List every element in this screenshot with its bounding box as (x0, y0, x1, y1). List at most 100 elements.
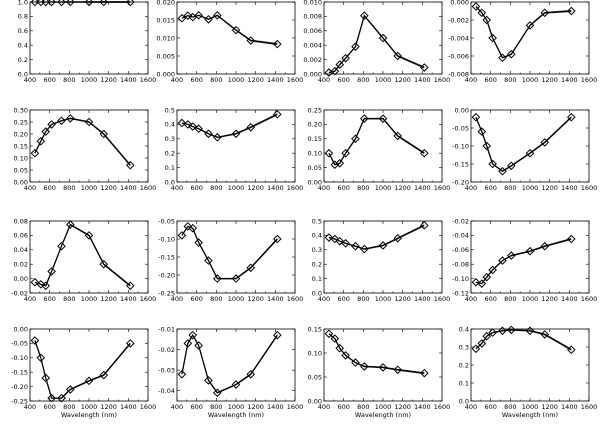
data-point-marker (498, 166, 507, 176)
y-tick-label: -0.008 (448, 70, 469, 78)
y-tick-label: -0.002 (448, 16, 469, 24)
y-tick-label: -0.05 (452, 124, 469, 132)
x-tick-label: 400 (318, 184, 330, 192)
data-point-marker (47, 267, 56, 276)
panel-1: 400 600 800 1000 1200 1400 1600 0.0 0.2 0.4 0.6 0.8… (18, 0, 156, 84)
data-point-marker (335, 343, 345, 353)
y-tick-label: 0.15 (308, 135, 322, 143)
x-tick-label: 1600 (581, 184, 598, 192)
x-tick-label: 1600 (434, 295, 451, 303)
data-point-marker (393, 131, 403, 141)
y-tick-label: -0.004 (448, 34, 469, 42)
data-point-marker (393, 51, 403, 61)
x-tick-label: 1400 (561, 403, 578, 411)
data-point-marker (341, 148, 350, 158)
y-tick-label: 0.6 (18, 27, 28, 35)
x-tick-label: 1400 (414, 76, 431, 84)
y-tick-label: 0.00 (308, 178, 322, 186)
data-point-marker (99, 370, 109, 380)
x-tick-label: 1400 (414, 184, 431, 192)
data-point-marker (84, 117, 94, 127)
series-line (475, 329, 572, 351)
y-tick-label: 0.006 (303, 27, 322, 35)
y-tick-label: 0.2 (165, 150, 175, 158)
data-point-marker (213, 274, 222, 283)
data-point-marker (360, 11, 369, 20)
data-point-marker (335, 236, 345, 246)
series-line (181, 113, 278, 139)
data-point-marker (341, 239, 350, 248)
y-tick-label: 0.08 (14, 217, 28, 225)
x-tick-label: 800 (357, 403, 369, 411)
y-tick-label: 0.010 (303, 0, 322, 6)
y-tick-label: 0.30 (14, 106, 28, 114)
data-point-marker (30, 148, 40, 158)
data-point-marker (231, 380, 241, 389)
y-tick-label: 0.25 (14, 118, 28, 126)
panel-4: 400 600 800 1000 1200 1400 1600 -0.008 -0.006 -0.… (448, 0, 597, 84)
y-tick-label: -0.02 (158, 346, 175, 354)
data-point-marker (341, 53, 350, 63)
y-tick-label: -0.06 (452, 246, 469, 254)
x-tick-label: 400 (465, 76, 477, 84)
data-point-marker (351, 134, 360, 144)
y-tick-label: 0.8 (18, 13, 28, 21)
y-tick-label: 0.5 (165, 106, 175, 114)
data-point-marker (41, 281, 51, 291)
data-point-marker (66, 114, 75, 123)
data-point-marker (204, 129, 213, 139)
panel-6: 400 600 800 1000 1200 1400 1600 0.0 0.1 0.2 0.3 0.4… (165, 106, 304, 192)
ensemble-line (181, 225, 278, 279)
x-tick-label: 600 (190, 76, 202, 84)
y-tick-label: 0.0 (18, 70, 28, 78)
y-tick-label: -0.15 (11, 369, 28, 377)
x-tick-label: 600 (337, 403, 349, 411)
y-tick-label: 0.1 (312, 275, 322, 283)
ensemble-line (475, 329, 572, 350)
x-axis-title: Wavelength (nm) (355, 411, 411, 419)
y-tick-label: -0.08 (452, 261, 469, 269)
x-tick-label: 1600 (434, 184, 451, 192)
x-tick-label: 1400 (561, 295, 578, 303)
data-point-marker (47, 393, 56, 403)
panel-3: 400 600 800 1000 1200 1400 1600 0.000 0.002 0.004… (303, 0, 450, 84)
series-line (328, 117, 425, 166)
x-tick-label: 600 (484, 184, 496, 192)
data-point-marker (125, 281, 135, 291)
data-point-marker (540, 241, 550, 251)
x-tick-label: 1000 (522, 76, 539, 84)
y-tick-label: 0.25 (308, 106, 322, 114)
data-point-marker (393, 365, 403, 375)
y-tick-label: 0.15 (14, 142, 28, 150)
data-point-marker (66, 220, 75, 229)
panel-frame (29, 109, 149, 183)
data-point-marker (194, 11, 203, 20)
y-tick-label: 0.10 (308, 349, 322, 357)
x-tick-label: 1400 (267, 184, 284, 192)
data-point-marker (194, 238, 203, 247)
x-tick-label: 400 (318, 403, 330, 411)
y-tick-label: 0.020 (156, 0, 175, 6)
x-tick-label: 1000 (375, 184, 392, 192)
data-point-marker (84, 0, 94, 7)
data-point-marker (183, 339, 193, 348)
data-point-marker (341, 351, 350, 360)
data-point-marker (57, 116, 66, 126)
panel-frame (323, 220, 443, 294)
x-tick-label: 400 (24, 184, 36, 192)
data-point-marker (183, 222, 193, 231)
x-tick-label: 600 (484, 295, 496, 303)
y-tick-label: 0.00 (455, 106, 469, 114)
x-tick-label: 1200 (247, 403, 264, 411)
x-tick-label: 1200 (100, 184, 117, 192)
data-point-marker (177, 118, 187, 128)
data-point-marker (246, 263, 256, 273)
data-point-marker (57, 0, 66, 7)
x-tick-label: 400 (24, 403, 36, 411)
x-tick-label: 400 (465, 403, 477, 411)
data-point-marker (498, 256, 507, 265)
x-tick-label: 1600 (140, 295, 157, 303)
y-tick-label: 0.4 (165, 121, 175, 129)
data-point-marker (360, 362, 369, 371)
